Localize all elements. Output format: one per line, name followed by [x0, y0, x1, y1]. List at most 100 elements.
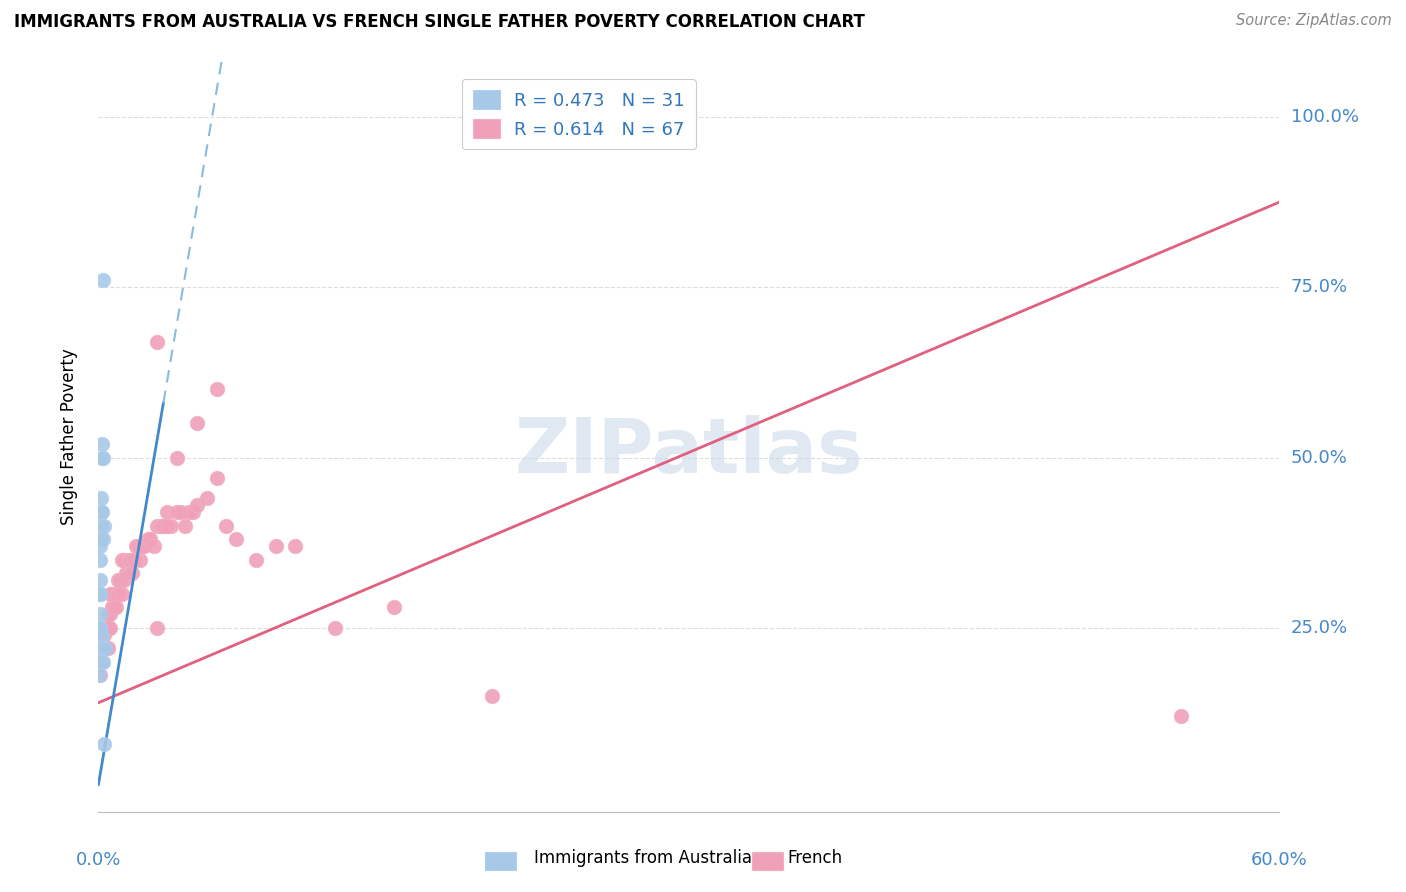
- Point: [166, 505, 188, 519]
- Text: French: French: [787, 849, 842, 867]
- Point: [118, 552, 141, 566]
- Point: [93, 273, 115, 287]
- Point: [89, 641, 111, 656]
- Point: [107, 573, 129, 587]
- Point: [136, 533, 159, 547]
- Point: [131, 539, 153, 553]
- Point: [205, 383, 228, 397]
- Point: [146, 334, 169, 349]
- Point: [138, 533, 160, 547]
- Text: 100.0%: 100.0%: [1291, 108, 1358, 126]
- Point: [225, 533, 247, 547]
- Point: [89, 641, 111, 656]
- Point: [89, 587, 111, 601]
- Point: [142, 539, 165, 553]
- Point: [150, 518, 173, 533]
- Point: [93, 737, 115, 751]
- Point: [89, 621, 111, 635]
- Legend: R = 0.473   N = 31, R = 0.614   N = 67: R = 0.473 N = 31, R = 0.614 N = 67: [461, 79, 696, 150]
- Point: [128, 552, 150, 566]
- Point: [121, 566, 143, 581]
- Point: [91, 450, 114, 465]
- Point: [186, 417, 208, 431]
- Point: [323, 621, 346, 635]
- Point: [98, 621, 121, 635]
- Point: [89, 641, 111, 656]
- Point: [127, 539, 149, 553]
- Point: [89, 655, 111, 669]
- Point: [111, 552, 134, 566]
- Point: [97, 621, 120, 635]
- Text: 25.0%: 25.0%: [1291, 619, 1348, 637]
- Point: [177, 505, 200, 519]
- Point: [90, 641, 112, 656]
- Point: [90, 533, 112, 547]
- Point: [146, 518, 169, 533]
- Point: [146, 621, 169, 635]
- Point: [97, 607, 120, 622]
- Point: [170, 505, 193, 519]
- Point: [90, 505, 112, 519]
- Point: [264, 539, 287, 553]
- Point: [93, 641, 115, 656]
- Point: [93, 641, 115, 656]
- Point: [93, 533, 115, 547]
- Text: 50.0%: 50.0%: [1291, 449, 1347, 467]
- Point: [91, 627, 114, 641]
- Point: [89, 539, 111, 553]
- Point: [245, 552, 267, 566]
- Point: [91, 655, 114, 669]
- Point: [90, 518, 112, 533]
- Point: [91, 450, 114, 465]
- Point: [122, 552, 145, 566]
- Point: [91, 641, 114, 656]
- Point: [89, 607, 111, 622]
- Point: [181, 505, 204, 519]
- Text: ZIPatlas: ZIPatlas: [515, 415, 863, 489]
- Point: [90, 505, 112, 519]
- Point: [117, 552, 139, 566]
- Point: [125, 539, 148, 553]
- Point: [89, 621, 111, 635]
- Point: [111, 587, 134, 601]
- Text: Source: ZipAtlas.com: Source: ZipAtlas.com: [1236, 13, 1392, 29]
- Point: [93, 627, 115, 641]
- Point: [93, 641, 115, 656]
- Point: [186, 498, 208, 512]
- Text: IMMIGRANTS FROM AUSTRALIA VS FRENCH SINGLE FATHER POVERTY CORRELATION CHART: IMMIGRANTS FROM AUSTRALIA VS FRENCH SING…: [14, 13, 865, 31]
- Point: [93, 655, 115, 669]
- Point: [195, 491, 218, 506]
- Point: [91, 437, 114, 451]
- Point: [93, 641, 115, 656]
- Point: [98, 587, 121, 601]
- Point: [205, 471, 228, 485]
- Y-axis label: Single Father Poverty: Single Father Poverty: [59, 349, 77, 525]
- Point: [382, 600, 405, 615]
- Point: [132, 539, 155, 553]
- Text: 75.0%: 75.0%: [1291, 278, 1348, 296]
- Point: [96, 641, 118, 656]
- Point: [174, 518, 197, 533]
- Point: [481, 689, 503, 703]
- Point: [107, 587, 129, 601]
- Point: [89, 668, 111, 682]
- Point: [89, 655, 111, 669]
- Point: [103, 600, 125, 615]
- Point: [215, 518, 238, 533]
- Point: [112, 573, 135, 587]
- Point: [96, 621, 118, 635]
- Point: [101, 587, 124, 601]
- Point: [108, 573, 131, 587]
- Point: [105, 587, 128, 601]
- Point: [160, 518, 183, 533]
- Point: [98, 607, 121, 622]
- Point: [93, 518, 115, 533]
- Point: [284, 539, 307, 553]
- Point: [112, 552, 135, 566]
- Point: [115, 566, 138, 581]
- Text: 0.0%: 0.0%: [76, 851, 121, 869]
- Point: [101, 600, 124, 615]
- Text: Immigrants from Australia: Immigrants from Australia: [534, 849, 752, 867]
- Point: [89, 587, 111, 601]
- Point: [166, 450, 188, 465]
